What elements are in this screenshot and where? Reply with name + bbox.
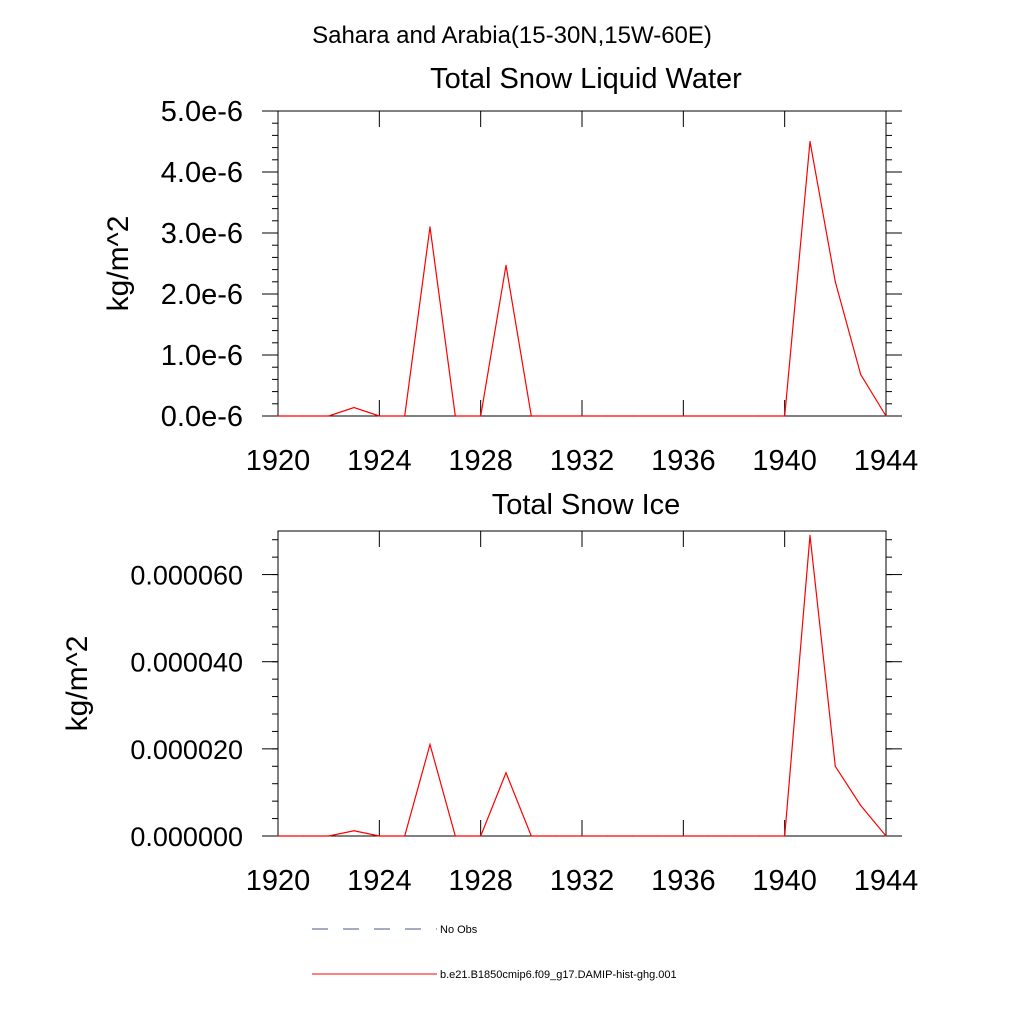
data-point: [834, 281, 836, 283]
data-point: [530, 835, 532, 837]
x-tick-label: 1944: [854, 445, 919, 477]
y-tick-label: 0.000000: [130, 822, 243, 852]
x-tick-label: 1920: [246, 865, 311, 897]
data-point: [809, 534, 811, 536]
data-point: [682, 415, 684, 417]
x-tick-label: 1924: [347, 445, 412, 477]
data-point: [834, 765, 836, 767]
y-axis-label: kg/m^2: [61, 636, 94, 732]
data-point: [454, 415, 456, 417]
data-point: [708, 415, 710, 417]
data-point: [885, 415, 887, 417]
data-point: [733, 835, 735, 837]
data-point: [581, 835, 583, 837]
data-point: [302, 835, 304, 837]
data-point: [378, 835, 380, 837]
data-point: [632, 835, 634, 837]
x-tick-label: 1936: [651, 445, 716, 477]
y-tick-label: 4.0e-6: [161, 157, 243, 189]
x-tick-label: 1940: [752, 445, 817, 477]
x-tick-label: 1936: [651, 865, 716, 897]
data-point: [809, 140, 811, 143]
data-point: [480, 415, 482, 417]
y-tick-label: 1.0e-6: [161, 340, 243, 372]
plot-frame: [277, 530, 887, 837]
figure-title: Sahara and Arabia(15-30N,15W-60E): [312, 22, 712, 49]
plot-frame: [277, 110, 887, 417]
data-point: [404, 835, 406, 837]
chart-title: Total Snow Liquid Water: [430, 63, 742, 95]
data-point: [404, 415, 406, 417]
legend: No Obs b.e21.B1850cmip6.f09_g17.DAMIP-his…: [312, 924, 677, 981]
data-point: [505, 264, 507, 266]
data-point: [328, 835, 330, 837]
x-tick-label: 1932: [550, 865, 615, 897]
y-tick-label: 3.0e-6: [161, 218, 243, 250]
data-point: [556, 415, 558, 417]
data-point: [657, 835, 659, 837]
data-point: [480, 835, 482, 837]
data-point: [758, 835, 760, 837]
data-point: [353, 406, 355, 409]
data-point: [860, 804, 862, 807]
data-point: [885, 835, 887, 837]
data-point: [530, 415, 532, 417]
data-point: [429, 743, 431, 746]
data-point: [454, 835, 456, 837]
y-tick-label: 0.000020: [130, 735, 243, 765]
data-point: [632, 415, 634, 417]
data-point: [682, 835, 684, 837]
data-point: [784, 835, 786, 837]
y-tick-label: 0.000040: [130, 648, 243, 678]
legend-label-1: No Obs: [440, 924, 478, 936]
data-point: [277, 415, 279, 417]
x-tick-label: 1920: [246, 445, 311, 477]
data-point: [581, 415, 583, 417]
data-point: [657, 415, 659, 417]
data-point: [378, 415, 380, 417]
data-point: [784, 415, 786, 417]
data-point: [733, 415, 735, 417]
x-tick-label: 1924: [347, 865, 412, 897]
chart-title: Total Snow Ice: [492, 489, 681, 521]
data-point: [556, 835, 558, 837]
y-tick-label: 0.0e-6: [161, 401, 243, 433]
chart-panel-2: Total Snow Ice kg/m^2 1920 1924 1928 1932 1936…: [61, 489, 918, 897]
chart-panel-1: Total Snow Liquid Water kg/m^2 1920 1924 192…: [102, 63, 918, 477]
data-point: [606, 415, 608, 417]
legend-label-2: b.e21.B1850cmip6.f09_g17.DAMIP-hist-ghg.…: [440, 969, 677, 981]
data-point: [277, 835, 279, 837]
data-point: [353, 830, 355, 832]
x-tick-label: 1932: [550, 445, 615, 477]
y-tick-label: 0.000060: [130, 561, 243, 591]
data-point: [758, 415, 760, 417]
x-tick-label: 1928: [448, 865, 513, 897]
data-point: [328, 415, 330, 417]
data-point: [606, 835, 608, 837]
data-point: [429, 226, 431, 228]
series-line-1: [278, 535, 887, 837]
data-point: [860, 373, 862, 376]
data-point: [302, 415, 304, 417]
y-tick-label: 2.0e-6: [161, 279, 243, 311]
x-tick-label: 1928: [448, 445, 513, 477]
series-line-1: [278, 141, 887, 417]
x-tick-label: 1940: [752, 865, 817, 897]
y-axis-label: kg/m^2: [102, 216, 135, 312]
y-tick-label: 5.0e-6: [161, 96, 243, 128]
data-point: [505, 772, 507, 774]
data-point: [708, 835, 710, 837]
x-tick-label: 1944: [854, 865, 919, 897]
